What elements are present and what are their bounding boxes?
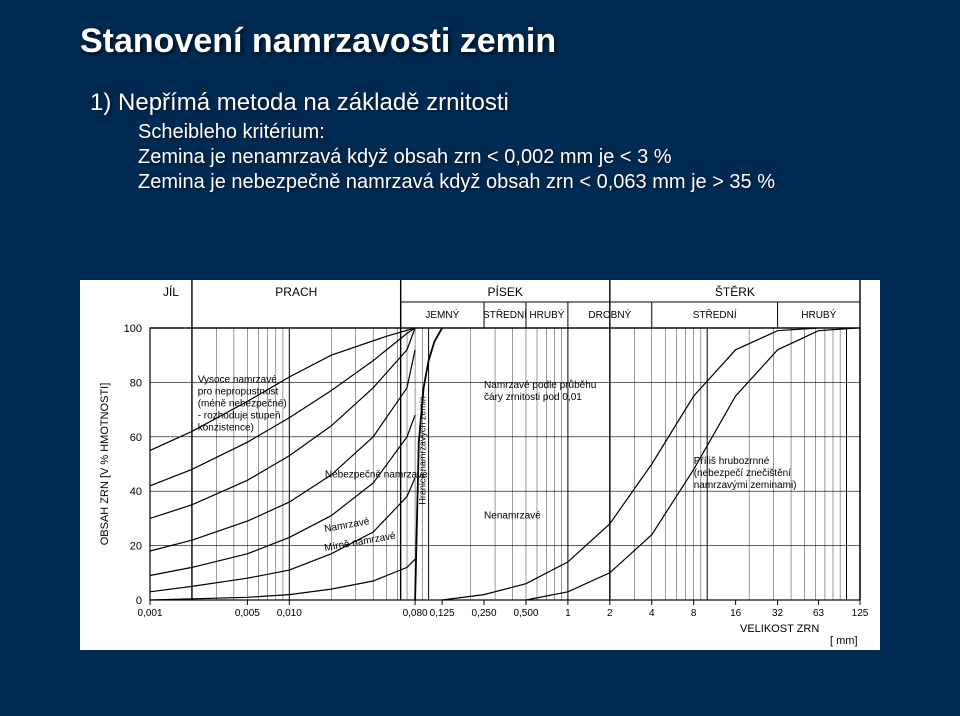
svg-text:20: 20 [130,541,142,553]
svg-text:konzistence): konzistence) [198,422,254,433]
svg-text:0: 0 [136,595,142,607]
bullet-2: Scheibleho kritérium: [138,121,960,144]
svg-text:0,500: 0,500 [513,608,538,619]
svg-text:Namrzavé podle průběhu: Namrzavé podle průběhu [484,379,596,391]
svg-text:namrzavými zeminami): namrzavými zeminami) [694,480,797,491]
svg-text:HRUBÝ: HRUBÝ [801,308,836,321]
svg-text:(nebezpečí znečištění: (nebezpečí znečištění [694,468,792,479]
svg-text:80: 80 [130,377,142,389]
svg-text:32: 32 [772,608,784,619]
grain-size-chart: 0 20 40 60 80 100 OBSAH ZRN [V % HMOTNOSTI] 0,0… [80,280,880,650]
svg-text:2: 2 [607,608,613,619]
svg-text:0,125: 0,125 [430,608,455,619]
bullet-3: Zemina je nenamrzavá když obsah zrn < 0,… [138,146,960,169]
svg-text:60: 60 [130,432,142,444]
svg-text:125: 125 [852,608,869,619]
chart-svg: 0 20 40 60 80 100 OBSAH ZRN [V % HMOTNOSTI] 0,0… [80,280,880,650]
svg-text:Hranice namrzavých zemin: Hranice namrzavých zemin [417,396,427,505]
svg-text:PÍSEK: PÍSEK [488,284,523,299]
svg-text:Nenamrzavé: Nenamrzavé [484,510,541,521]
svg-text:ŠTĚRK: ŠTĚRK [715,284,755,299]
svg-text:8: 8 [691,608,697,619]
svg-text:- rozhoduje stupeň: - rozhoduje stupeň [198,410,281,421]
svg-text:[ mm]: [ mm] [830,635,858,647]
svg-text:0,010: 0,010 [277,608,302,619]
svg-text:Vysoce namrzavé: Vysoce namrzavé [198,374,278,385]
svg-text:Příliš hrubozrnné: Příliš hrubozrnné [694,456,770,467]
svg-text:63: 63 [813,608,825,619]
svg-text:STŘEDNÍ: STŘEDNÍ [693,308,737,321]
svg-text:OBSAH ZRN [V % HMOTNOSTI]: OBSAH ZRN [V % HMOTNOSTI] [99,383,111,546]
svg-text:JEMNÝ: JEMNÝ [425,308,459,321]
svg-text:PRACH: PRACH [275,285,317,299]
svg-text:Nebezpečně namrzavé: Nebezpečně namrzavé [325,470,428,481]
svg-text:HRUBÝ: HRUBÝ [529,308,564,321]
svg-text:0,001: 0,001 [137,608,162,619]
svg-text:1: 1 [565,608,571,619]
page-title: Stanovení namrzavosti zemin [0,22,960,61]
svg-text:JÍL: JÍL [163,284,179,299]
slide: Stanovení namrzavosti zemin 1) Nepřímá m… [0,0,960,716]
svg-text:100: 100 [124,323,142,335]
svg-text:40: 40 [130,486,142,498]
svg-text:0,250: 0,250 [472,608,497,619]
svg-text:0,080: 0,080 [403,608,428,619]
svg-text:VELIKOST ZRN: VELIKOST ZRN [740,623,819,635]
bullet-list: 1) Nepřímá metoda na základě zrnitosti S… [0,89,960,194]
bullet-4: Zemina je nebezpečně namrzavá když obsah… [138,171,960,194]
svg-text:4: 4 [649,608,655,619]
svg-text:0,005: 0,005 [235,608,260,619]
svg-text:DROBNÝ: DROBNÝ [588,308,631,321]
svg-text:STŘEDNÍ: STŘEDNÍ [483,308,527,321]
bullet-1: 1) Nepřímá metoda na základě zrnitosti [90,89,960,117]
svg-text:pro nepropustnost: pro nepropustnost [198,386,279,397]
svg-text:16: 16 [730,608,742,619]
svg-text:čáry zrnitosti pod 0,01: čáry zrnitosti pod 0,01 [484,392,582,403]
svg-text:(méně nebezpečné): (méně nebezpečné) [198,398,287,409]
